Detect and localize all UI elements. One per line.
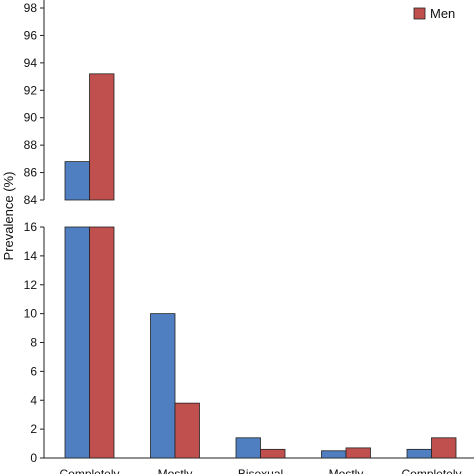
category-label: Completely bbox=[401, 467, 461, 474]
bar-upper-segment bbox=[64, 161, 90, 201]
bar bbox=[321, 450, 347, 459]
tick-labels: 84 86 88 90 92 94 96 98 0 2 4 6 8 10 12 14 16 bbox=[24, 1, 38, 465]
y-upper-tick-label: 88 bbox=[24, 138, 38, 152]
bar-upper-segment bbox=[89, 73, 115, 201]
bars bbox=[64, 73, 457, 459]
y-lower-tick-label: 14 bbox=[24, 249, 38, 263]
bar-lower-segment bbox=[89, 226, 115, 459]
y-upper-tick-label: 92 bbox=[24, 83, 38, 97]
y-upper-tick-label: 96 bbox=[24, 28, 38, 42]
bar bbox=[150, 313, 176, 459]
bar bbox=[235, 437, 261, 459]
y-upper-tick-label: 90 bbox=[24, 111, 38, 125]
y-lower-tick-label: 12 bbox=[24, 278, 38, 292]
bar bbox=[431, 437, 457, 459]
bar bbox=[174, 402, 200, 459]
category-labels: Completely Mostly Bisexual Mostly Completely bbox=[59, 467, 461, 474]
bar bbox=[260, 448, 286, 459]
y-lower-tick-label: 8 bbox=[30, 336, 37, 350]
bar-lower-segment bbox=[64, 226, 90, 459]
legend: Men bbox=[413, 6, 455, 21]
y-upper-tick-label: 94 bbox=[24, 56, 38, 70]
category-label: Mostly bbox=[329, 467, 364, 474]
y-axis-label: Prevalence (%) bbox=[1, 172, 16, 261]
y-lower-tick-label: 16 bbox=[24, 220, 38, 234]
y-lower-tick-label: 2 bbox=[30, 422, 37, 436]
y-lower-tick-label: 10 bbox=[24, 307, 38, 321]
y-upper-tick-label: 98 bbox=[24, 1, 38, 15]
legend-label-men: Men bbox=[430, 6, 455, 21]
y-upper-tick-label: 86 bbox=[24, 166, 38, 180]
category-label: Bisexual bbox=[238, 467, 283, 474]
y-lower-tick-label: 4 bbox=[30, 393, 37, 407]
bar bbox=[345, 447, 371, 459]
y-upper-tick-label: 84 bbox=[24, 193, 38, 207]
category-label: Mostly bbox=[158, 467, 193, 474]
category-label: Completely bbox=[59, 467, 119, 474]
y-lower-tick-label: 6 bbox=[30, 364, 37, 378]
legend-swatch-men bbox=[413, 7, 426, 20]
y-lower-tick-label: 0 bbox=[30, 451, 37, 465]
bar bbox=[406, 448, 432, 459]
